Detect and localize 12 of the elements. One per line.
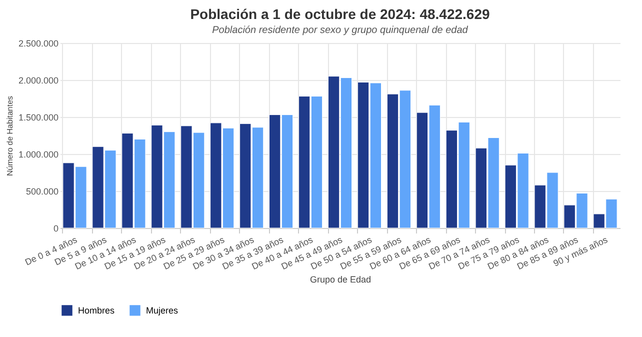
legend-label: Hombres bbox=[78, 305, 116, 316]
y-tick-label: 500.000 bbox=[26, 186, 58, 196]
y-tick-label: 1.000.000 bbox=[18, 150, 58, 160]
y-tick-label: 2.000.000 bbox=[18, 76, 58, 86]
y-axis-title: Número de Habitantes bbox=[5, 96, 14, 176]
legend-label: Mujeres bbox=[146, 305, 179, 316]
x-axis-title: Grupo de Edad bbox=[310, 274, 372, 285]
y-tick-label: 1.500.000 bbox=[18, 112, 58, 122]
chart-title: Población a 1 de octubre de 2024: 48.422.629 bbox=[190, 6, 490, 22]
y-tick-label: 0 bbox=[53, 224, 58, 234]
chart-subtitle: Población residente por sexo y grupo quinquenal de edad bbox=[212, 25, 468, 36]
y-tick-label: 2.500.000 bbox=[18, 38, 58, 48]
